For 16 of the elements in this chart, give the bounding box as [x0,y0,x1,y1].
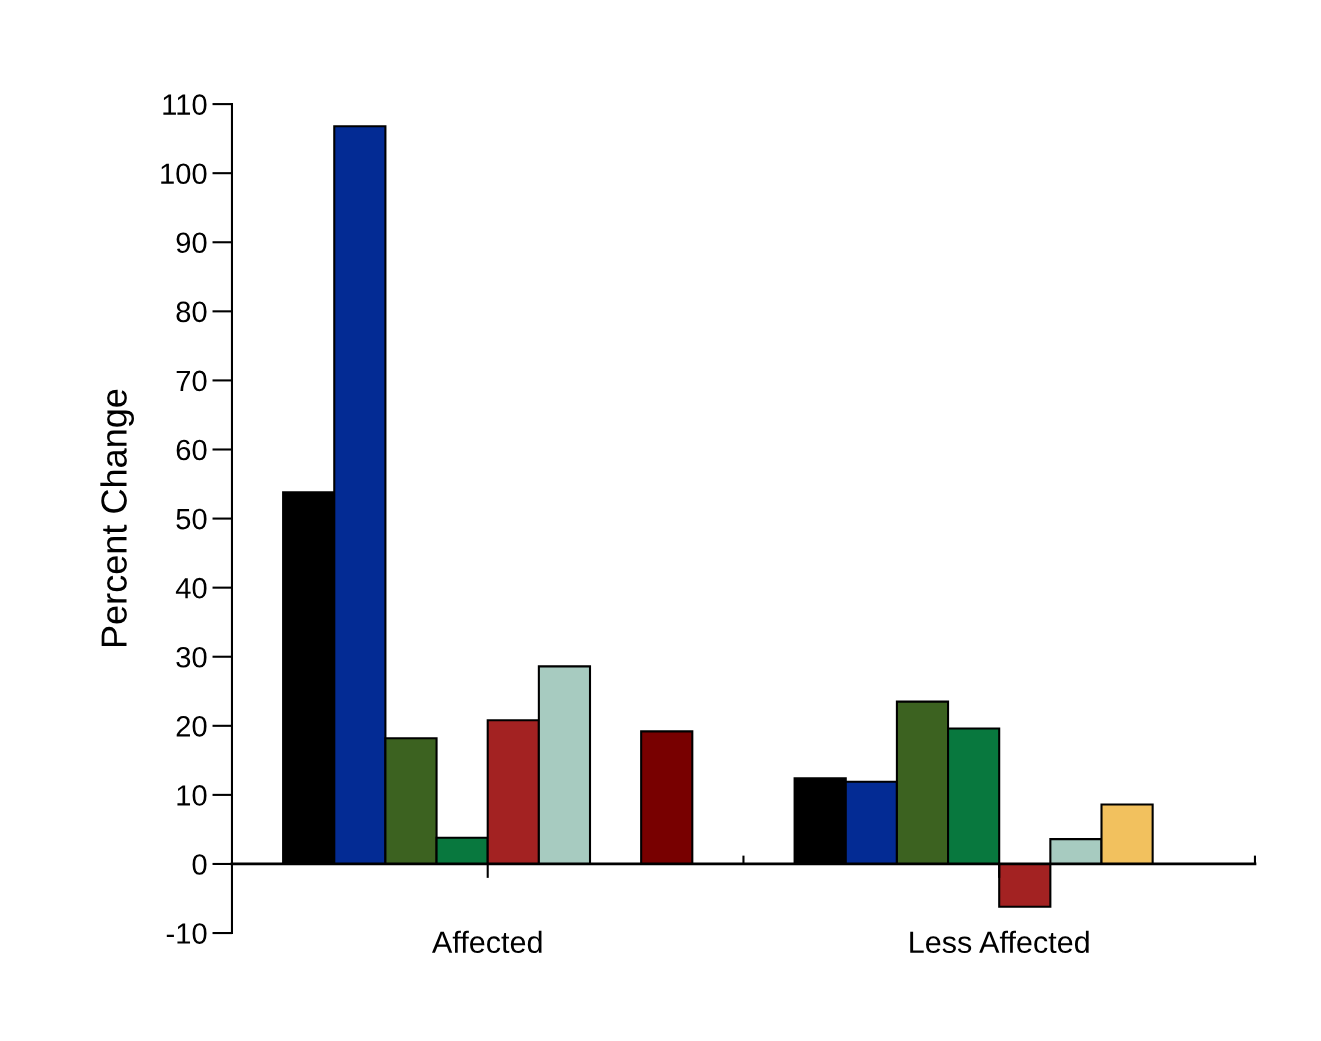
y-tick-label: -10 [166,923,207,944]
y-tick-label: 40 [175,577,207,599]
y-axis-title: Percent Change [100,389,134,647]
y-tick-label: 70 [176,370,207,392]
y-tick-label: 50 [176,508,207,530]
x-tick-label: Affected [431,930,542,954]
y-tick-label: 20 [176,716,207,737]
y-tick-label: 10 [177,785,207,806]
y-tick-label: 100 [161,163,207,185]
y-tick-label: 110 [163,94,207,115]
y-tick-label: 90 [176,232,207,254]
y-tick-label: 60 [176,439,207,461]
y-tick-label: 0 [192,854,207,875]
y-tick-label: 30 [176,646,207,668]
y-tick-label: 80 [176,301,207,323]
x-tick-label: Less Affected [910,930,1089,954]
